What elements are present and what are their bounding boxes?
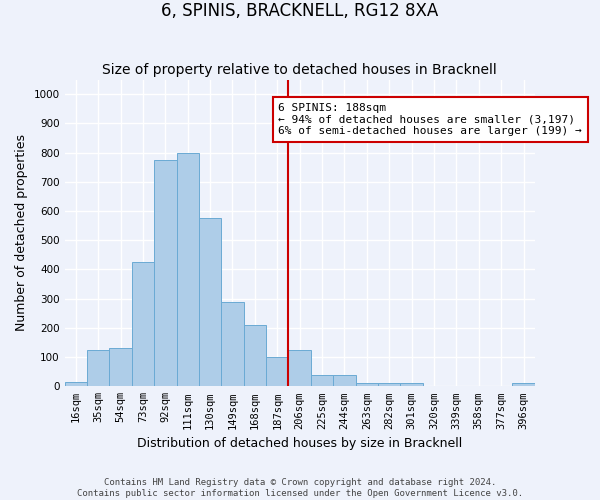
Bar — [65, 382, 87, 386]
Bar — [109, 348, 132, 387]
Title: Size of property relative to detached houses in Bracknell: Size of property relative to detached ho… — [102, 63, 497, 77]
Text: 6, SPINIS, BRACKNELL, RG12 8XA: 6, SPINIS, BRACKNELL, RG12 8XA — [161, 2, 439, 21]
Bar — [512, 384, 535, 386]
Bar — [266, 357, 289, 386]
Bar — [199, 218, 221, 386]
Bar — [244, 325, 266, 386]
Bar — [378, 384, 400, 386]
Y-axis label: Number of detached properties: Number of detached properties — [15, 134, 28, 332]
Bar — [176, 152, 199, 386]
Bar — [311, 374, 333, 386]
X-axis label: Distribution of detached houses by size in Bracknell: Distribution of detached houses by size … — [137, 437, 462, 450]
Bar — [154, 160, 176, 386]
Bar — [221, 302, 244, 386]
Bar — [333, 374, 356, 386]
Text: 6 SPINIS: 188sqm
← 94% of detached houses are smaller (3,197)
6% of semi-detache: 6 SPINIS: 188sqm ← 94% of detached house… — [278, 103, 582, 136]
Text: Contains HM Land Registry data © Crown copyright and database right 2024.
Contai: Contains HM Land Registry data © Crown c… — [77, 478, 523, 498]
Bar — [132, 262, 154, 386]
Bar — [289, 350, 311, 387]
Bar — [356, 384, 378, 386]
Bar — [87, 350, 109, 387]
Bar — [400, 384, 423, 386]
